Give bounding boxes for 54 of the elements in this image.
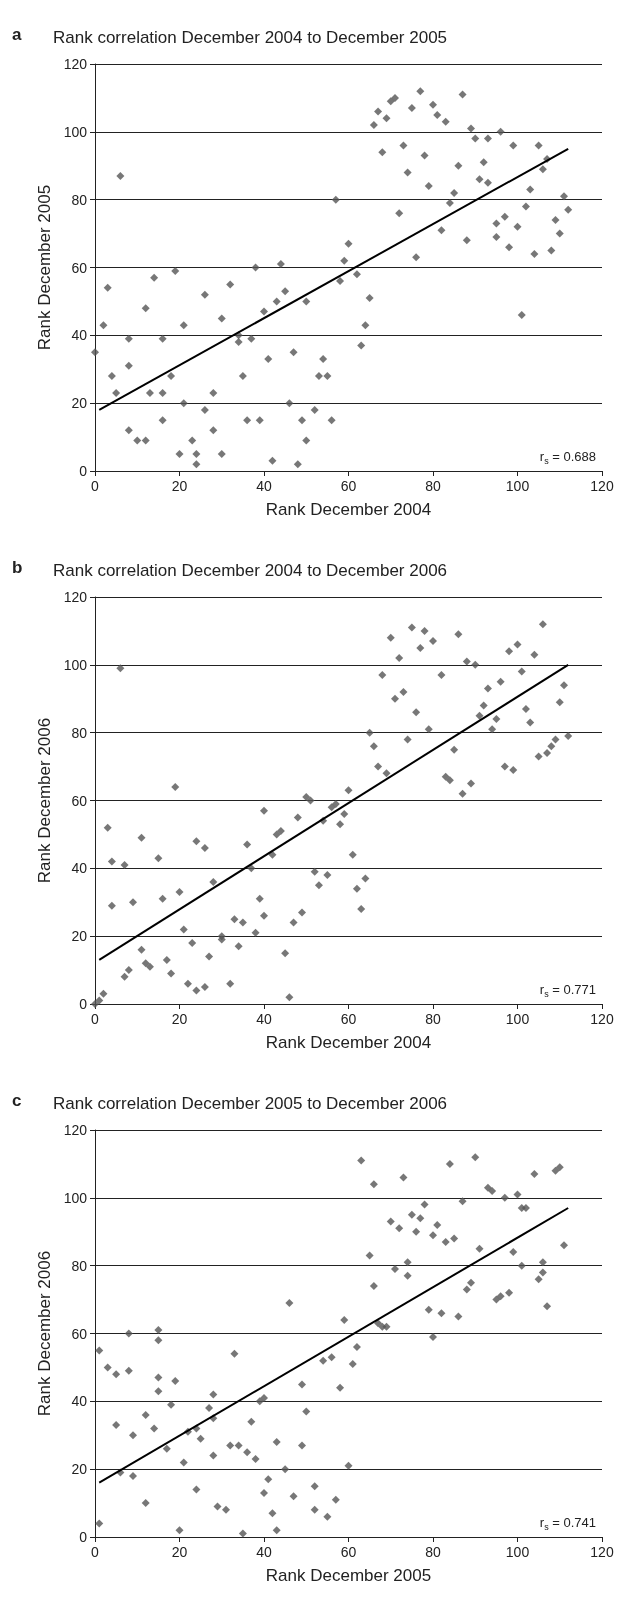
- y-tick-label: 120: [63, 589, 88, 605]
- y-axis-title: Rank December 2006: [34, 717, 54, 884]
- x-tick-label: 0: [91, 1011, 100, 1027]
- x-tick-label: 0: [91, 1544, 100, 1560]
- x-tick-label: 20: [171, 1544, 188, 1560]
- x-tick-label: 60: [340, 478, 357, 494]
- text: b: [12, 558, 23, 577]
- y-tick-label: 60: [71, 792, 88, 809]
- y-tick-label: 120: [63, 1122, 88, 1138]
- x-tick-label: 60: [340, 1011, 357, 1027]
- x-tick-label: 40: [256, 1011, 272, 1027]
- y-tick-label: 20: [71, 395, 88, 412]
- y-tick-label: 20: [71, 928, 88, 945]
- y-axis-title: Rank December 2006: [34, 1250, 54, 1417]
- x-tick-label: 80: [425, 1011, 441, 1027]
- x-tick-label: 20: [171, 1011, 188, 1027]
- x-tick-label: 120: [590, 1011, 614, 1027]
- x-tick-label: 40: [256, 478, 272, 494]
- y-tick-label: 0: [79, 1529, 88, 1545]
- text: c: [12, 1091, 22, 1110]
- y-tick-label: 100: [63, 123, 88, 140]
- x-tick-label: 120: [590, 1544, 614, 1560]
- text: a: [12, 25, 22, 44]
- x-tick-label: 40: [256, 1544, 272, 1560]
- x-tick-label: 100: [505, 1011, 530, 1027]
- y-axis-title: Rank December 2005: [34, 184, 54, 351]
- x-tick-label: 80: [425, 1544, 441, 1560]
- x-tick-label: 100: [505, 1544, 530, 1560]
- y-tick-label: 40: [71, 1393, 88, 1410]
- x-axis-title: Rank December 2005: [265, 1566, 432, 1585]
- x-tick-label: 0: [91, 478, 100, 494]
- chart-title: Rank correlation December 2005 to December 2006: [53, 1094, 448, 1113]
- y-tick-label: 20: [71, 1461, 88, 1478]
- y-tick-label: 40: [71, 327, 88, 344]
- x-axis-title: Rank December 2004: [265, 1033, 432, 1052]
- x-tick-label: 20: [171, 478, 188, 494]
- y-tick-label: 0: [79, 996, 88, 1012]
- y-tick-label: 80: [71, 724, 88, 741]
- y-tick-label: 100: [63, 656, 88, 673]
- y-tick-label: 60: [71, 1325, 88, 1342]
- x-tick-label: 80: [425, 478, 441, 494]
- x-tick-label: 60: [340, 1544, 357, 1560]
- y-tick-label: 120: [63, 56, 88, 72]
- y-tick-label: 80: [71, 191, 88, 208]
- y-tick-label: 100: [63, 1189, 88, 1206]
- y-tick-label: 40: [71, 860, 88, 877]
- x-tick-label: 120: [590, 478, 614, 494]
- y-tick-label: 80: [71, 1257, 88, 1274]
- y-tick-label: 60: [71, 259, 88, 276]
- x-axis-title: Rank December 2004: [265, 500, 432, 519]
- chart-title: Rank correlation December 2004 to December 2006: [53, 561, 448, 580]
- x-tick-label: 100: [505, 478, 530, 494]
- chart-title: Rank correlation December 2004 to December 2005: [53, 28, 448, 47]
- y-tick-label: 0: [79, 463, 88, 479]
